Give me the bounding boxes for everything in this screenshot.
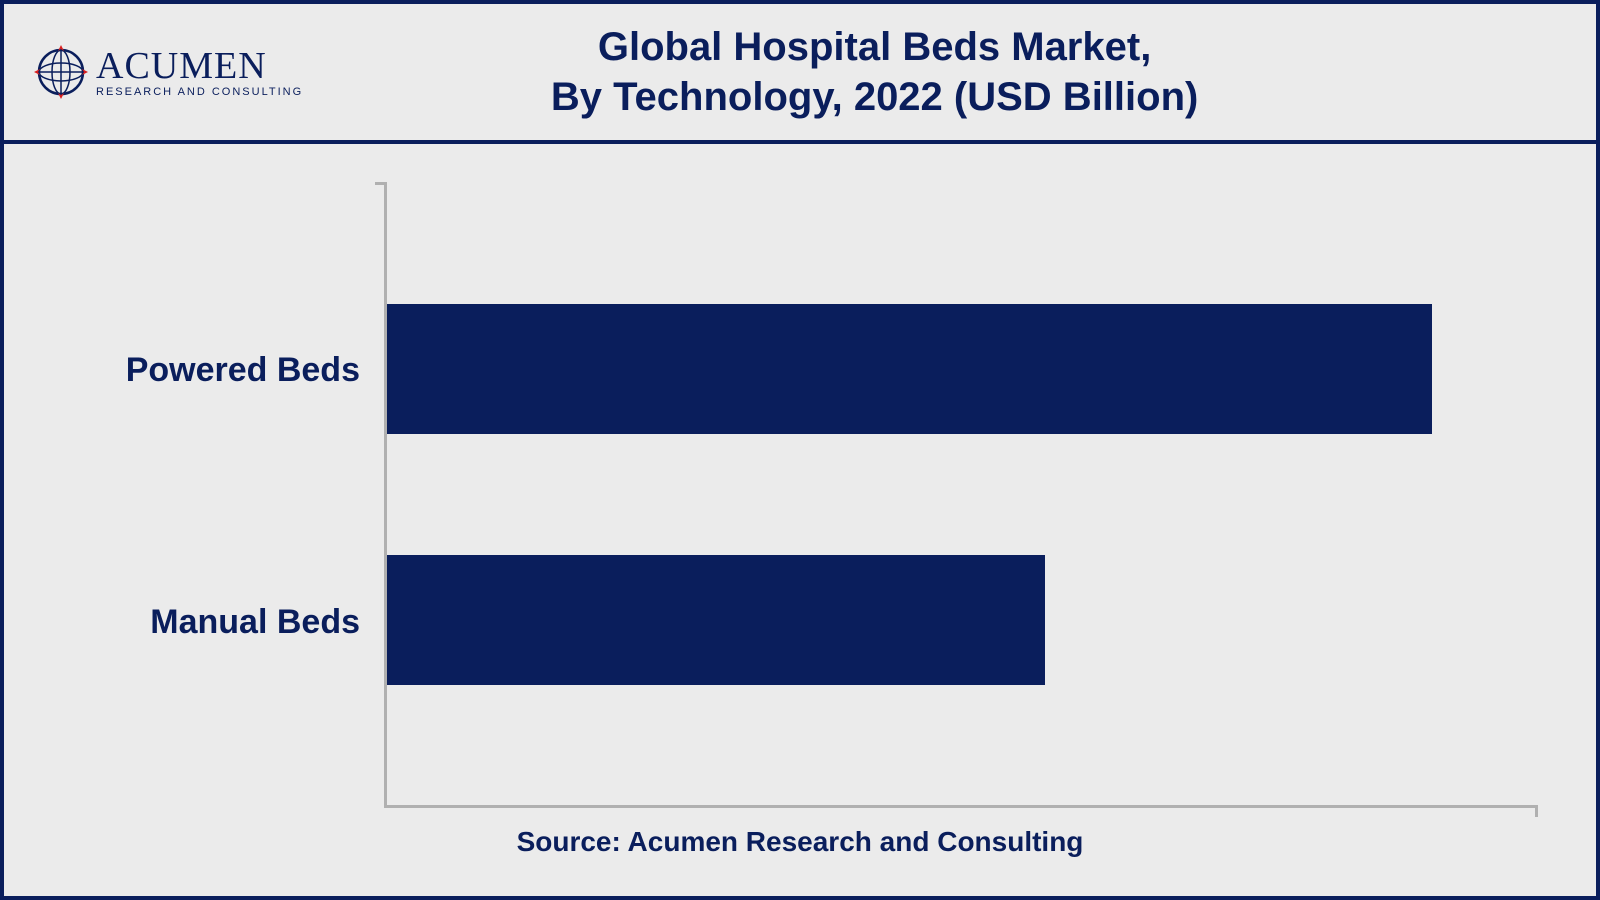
source-text: Source: Acumen Research and Consulting xyxy=(64,808,1536,866)
category-label-1: Manual Beds xyxy=(64,603,384,642)
outer-frame: ACUMEN RESEARCH AND CONSULTING Global Ho… xyxy=(0,0,1600,900)
plot-area: Powered Beds Manual Beds xyxy=(64,184,1536,808)
title-line-1: Global Hospital Beds Market, xyxy=(343,22,1406,72)
bars-region xyxy=(384,184,1536,808)
bar-1 xyxy=(387,555,1045,685)
brand-tagline: RESEARCH AND CONSULTING xyxy=(96,87,303,98)
header: ACUMEN RESEARCH AND CONSULTING Global Ho… xyxy=(4,4,1596,144)
brand-text: ACUMEN RESEARCH AND CONSULTING xyxy=(96,47,303,98)
title-line-2: By Technology, 2022 (USD Billion) xyxy=(343,72,1406,122)
logo: ACUMEN RESEARCH AND CONSULTING xyxy=(34,45,303,99)
axis-tick-right xyxy=(1535,805,1538,817)
chart-title: Global Hospital Beds Market, By Technolo… xyxy=(343,22,1566,122)
y-axis-labels: Powered Beds Manual Beds xyxy=(64,184,384,808)
bar-0 xyxy=(387,304,1432,434)
chart-body: Powered Beds Manual Beds Source: Acumen … xyxy=(4,144,1596,896)
category-label-0: Powered Beds xyxy=(64,351,384,390)
brand-name: ACUMEN xyxy=(96,47,303,85)
axis-tick-top xyxy=(375,182,387,185)
globe-icon xyxy=(34,45,88,99)
